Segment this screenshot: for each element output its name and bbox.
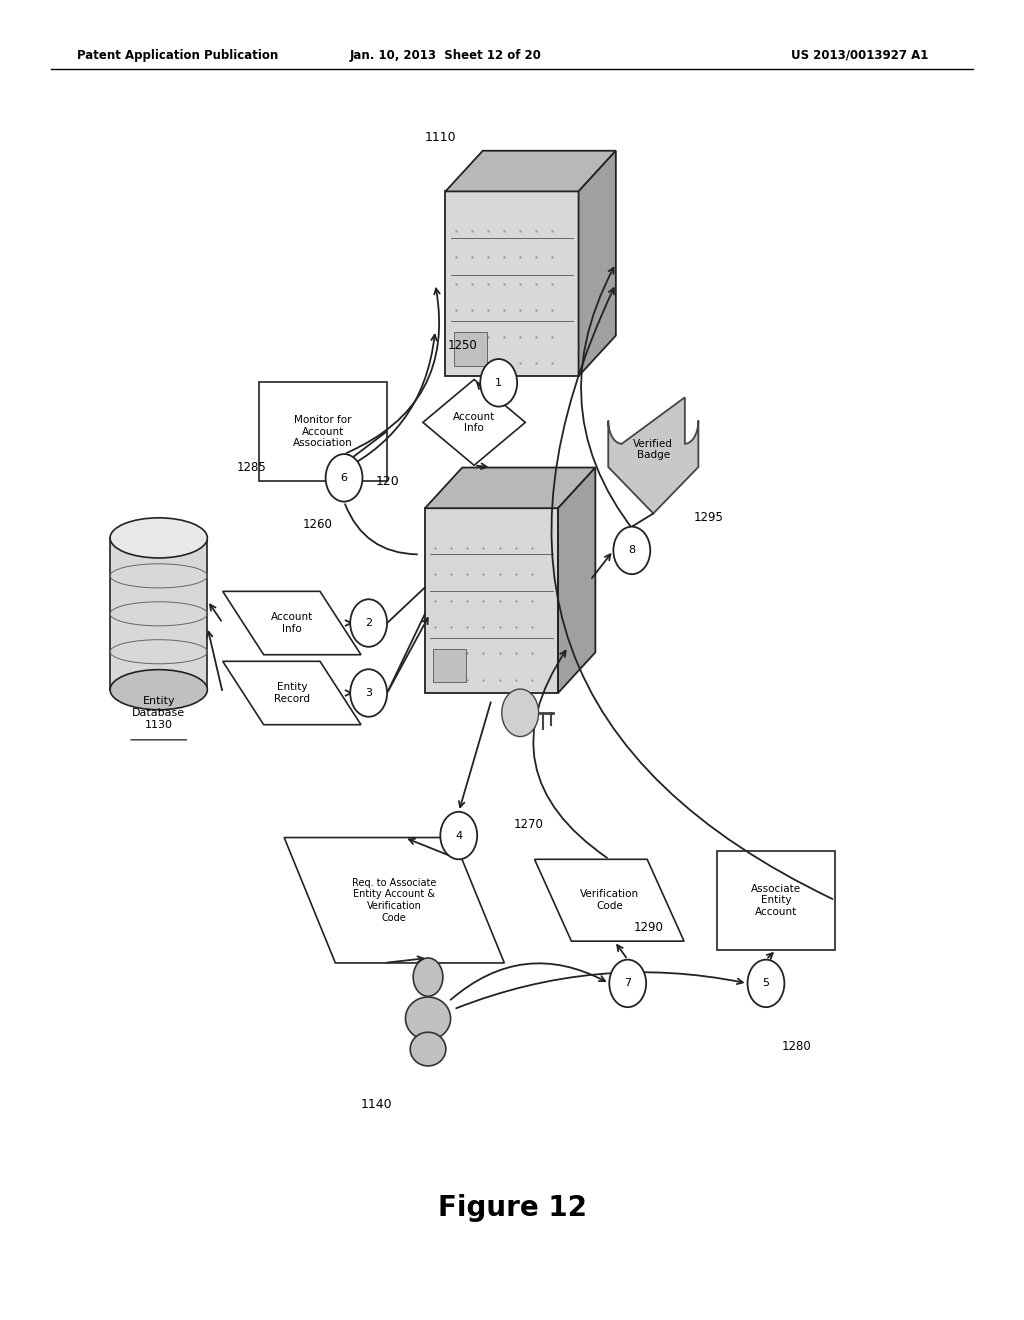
Text: 2: 2 xyxy=(366,618,372,628)
Polygon shape xyxy=(111,539,207,689)
Ellipse shape xyxy=(111,517,207,558)
Polygon shape xyxy=(284,838,505,964)
Circle shape xyxy=(748,960,784,1007)
Text: 1280: 1280 xyxy=(781,1040,812,1053)
Text: 1140: 1140 xyxy=(361,1098,392,1111)
Text: 1290: 1290 xyxy=(633,921,664,935)
Text: 8: 8 xyxy=(629,545,635,556)
Polygon shape xyxy=(425,467,595,508)
Text: Figure 12: Figure 12 xyxy=(437,1193,587,1222)
Circle shape xyxy=(350,669,387,717)
Polygon shape xyxy=(425,508,558,693)
Polygon shape xyxy=(579,150,615,376)
Circle shape xyxy=(609,960,646,1007)
Text: Req. to Associate
Entity Account &
Verification
Code: Req. to Associate Entity Account & Verif… xyxy=(352,878,436,923)
Text: Associate
Entity
Account: Associate Entity Account xyxy=(752,883,801,917)
Text: 1110: 1110 xyxy=(425,131,456,144)
Circle shape xyxy=(440,812,477,859)
Text: 7: 7 xyxy=(625,978,631,989)
Text: Verification
Code: Verification Code xyxy=(580,890,639,911)
Text: 1250: 1250 xyxy=(447,339,478,352)
Polygon shape xyxy=(535,859,684,941)
Text: 5: 5 xyxy=(763,978,769,989)
FancyBboxPatch shape xyxy=(454,333,487,366)
Circle shape xyxy=(326,454,362,502)
Text: Account
Info: Account Info xyxy=(453,412,496,433)
Text: US 2013/0013927 A1: US 2013/0013927 A1 xyxy=(792,49,929,62)
Text: Patent Application Publication: Patent Application Publication xyxy=(77,49,279,62)
Text: Jan. 10, 2013  Sheet 12 of 20: Jan. 10, 2013 Sheet 12 of 20 xyxy=(349,49,542,62)
Text: 1270: 1270 xyxy=(513,818,544,832)
Circle shape xyxy=(350,599,387,647)
Text: 3: 3 xyxy=(366,688,372,698)
Circle shape xyxy=(502,689,539,737)
FancyBboxPatch shape xyxy=(717,850,836,950)
Text: Account
Info: Account Info xyxy=(270,612,313,634)
Polygon shape xyxy=(558,467,595,693)
Polygon shape xyxy=(411,1032,445,1067)
Text: 4: 4 xyxy=(456,830,462,841)
Text: Verified
Badge: Verified Badge xyxy=(634,438,673,461)
Circle shape xyxy=(413,958,442,997)
Polygon shape xyxy=(445,191,579,376)
Polygon shape xyxy=(423,380,525,465)
Text: 1: 1 xyxy=(496,378,502,388)
Text: Entity
Record: Entity Record xyxy=(273,682,310,704)
Text: Monitor for
Account
Association: Monitor for Account Association xyxy=(293,414,352,449)
Polygon shape xyxy=(608,397,698,513)
Text: 1260: 1260 xyxy=(302,517,333,531)
Polygon shape xyxy=(406,997,451,1040)
Text: 1295: 1295 xyxy=(693,511,724,524)
FancyBboxPatch shape xyxy=(433,649,467,682)
Circle shape xyxy=(613,527,650,574)
Text: 6: 6 xyxy=(341,473,347,483)
Polygon shape xyxy=(223,591,360,655)
Ellipse shape xyxy=(111,669,207,710)
FancyBboxPatch shape xyxy=(258,383,387,480)
Polygon shape xyxy=(445,150,615,191)
Text: 1285: 1285 xyxy=(237,461,267,474)
Circle shape xyxy=(480,359,517,407)
Text: Entity
Database
1130: Entity Database 1130 xyxy=(132,697,185,730)
Text: 120: 120 xyxy=(376,475,399,488)
Polygon shape xyxy=(223,661,360,725)
